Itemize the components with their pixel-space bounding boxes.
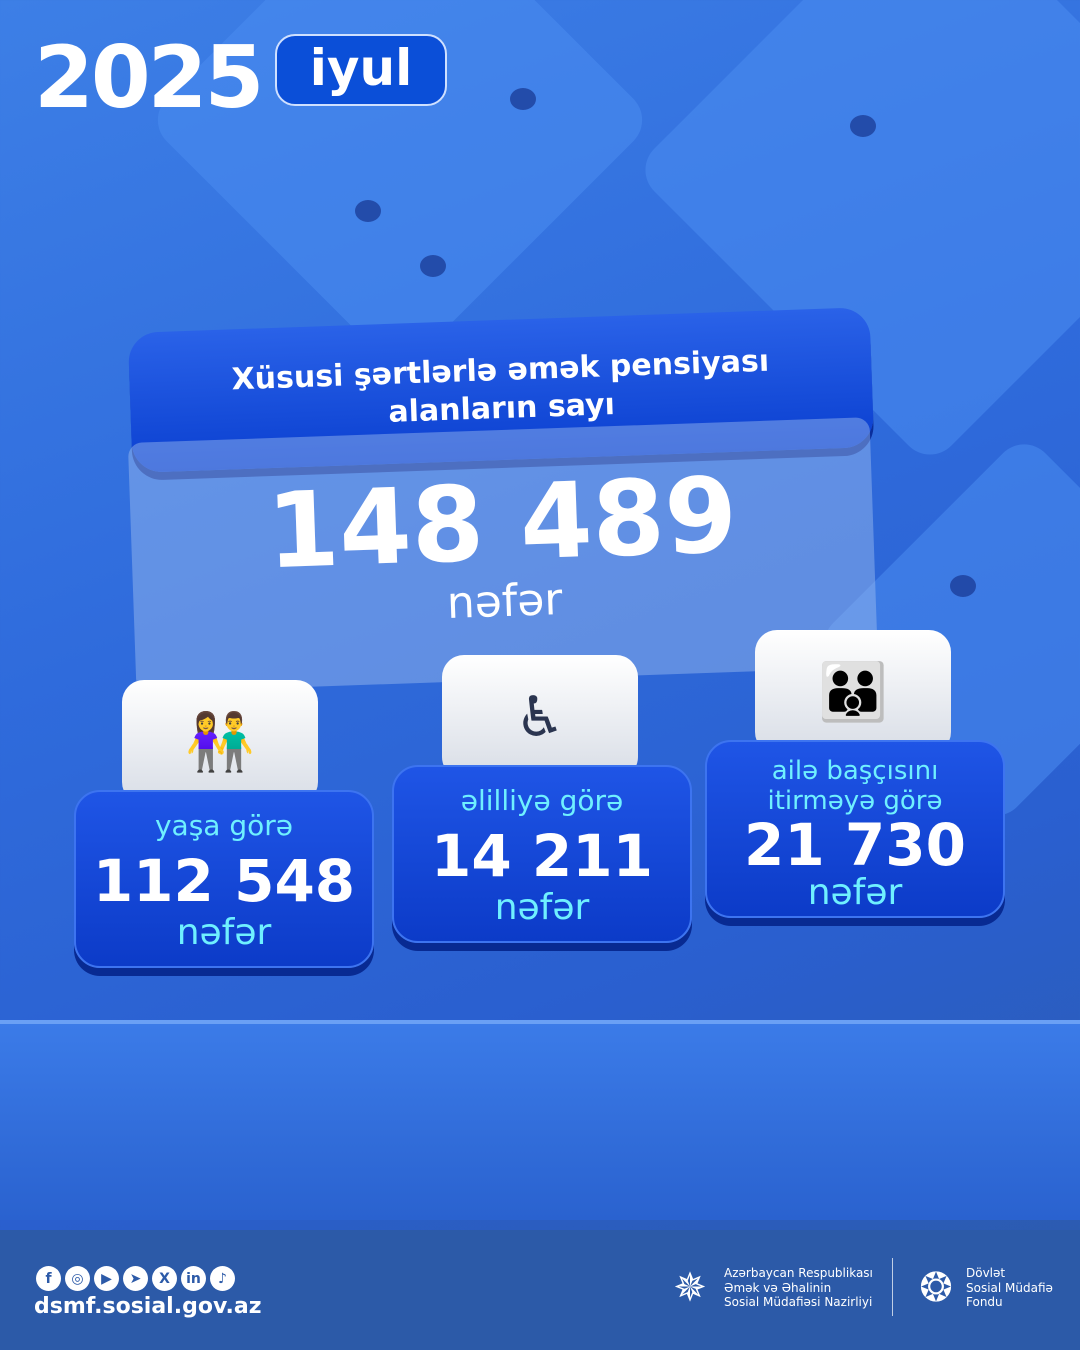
- category-label: ailə başçısını itirməyə görə: [767, 756, 943, 816]
- category-value: 14 211: [431, 822, 653, 890]
- family-icon: 👪: [755, 630, 951, 754]
- category-card-disability: əlilliyə görə 14 211 nəfər: [392, 765, 692, 943]
- category-value: 112 548: [92, 847, 356, 915]
- decor-hole: [850, 115, 876, 137]
- footer: [0, 1230, 1080, 1350]
- ministry-name: Azərbaycan Respublikası Əmək və Əhalinin…: [724, 1266, 873, 1310]
- elderly-couple-icon: 👫: [122, 680, 318, 804]
- social-links: f ◎ ▶ ➤ X in ♪: [36, 1266, 235, 1291]
- category-unit: nəfər: [494, 887, 590, 928]
- fund-line3: Fondu: [966, 1295, 1003, 1309]
- category-label: əlilliyə görə: [460, 784, 624, 817]
- divider: [892, 1258, 893, 1316]
- telegram-icon[interactable]: ➤: [123, 1266, 148, 1291]
- category-unit: nəfər: [176, 912, 272, 953]
- ministry-line1: Azərbaycan Respublikası: [724, 1266, 873, 1280]
- decor-hole: [510, 88, 536, 110]
- decor-hole: [950, 575, 976, 597]
- ministry-line3: Sosial Müdafiəsi Nazirliyi: [724, 1295, 873, 1309]
- website-link[interactable]: dsmf.sosial.gov.az: [34, 1294, 262, 1319]
- facebook-icon[interactable]: f: [36, 1266, 61, 1291]
- linkedin-icon[interactable]: in: [181, 1266, 206, 1291]
- year: 2025: [34, 28, 264, 128]
- category-card-breadwinner: ailə başçısını itirməyə görə 21 730 nəfə…: [705, 740, 1005, 918]
- tiktok-icon[interactable]: ♪: [210, 1266, 235, 1291]
- fund-name: Dövlət Sosial Müdafiə Fondu: [966, 1266, 1053, 1310]
- category-label: yaşa görə: [154, 809, 294, 842]
- x-icon[interactable]: X: [152, 1266, 177, 1291]
- month-badge: iyul: [275, 34, 447, 106]
- stage-platform: [0, 1020, 1080, 1220]
- category-value: 21 730: [744, 811, 966, 879]
- decor-hole: [420, 255, 446, 277]
- ministry-line2: Əmək və Əhalinin: [724, 1280, 832, 1295]
- ministry-logo-icon: ✵: [673, 1265, 707, 1311]
- fund-line2: Sosial Müdafiə: [966, 1280, 1053, 1295]
- youtube-icon[interactable]: ▶: [94, 1266, 119, 1291]
- category-unit: nəfər: [807, 872, 903, 913]
- fund-logo-icon: ❂: [919, 1265, 953, 1311]
- category-card-age: yaşa görə 112 548 nəfər: [74, 790, 374, 968]
- instagram-icon[interactable]: ◎: [65, 1266, 90, 1291]
- decor-hole: [355, 200, 381, 222]
- wheelchair-icon: ♿: [442, 655, 638, 779]
- fund-line1: Dövlət: [966, 1266, 1006, 1280]
